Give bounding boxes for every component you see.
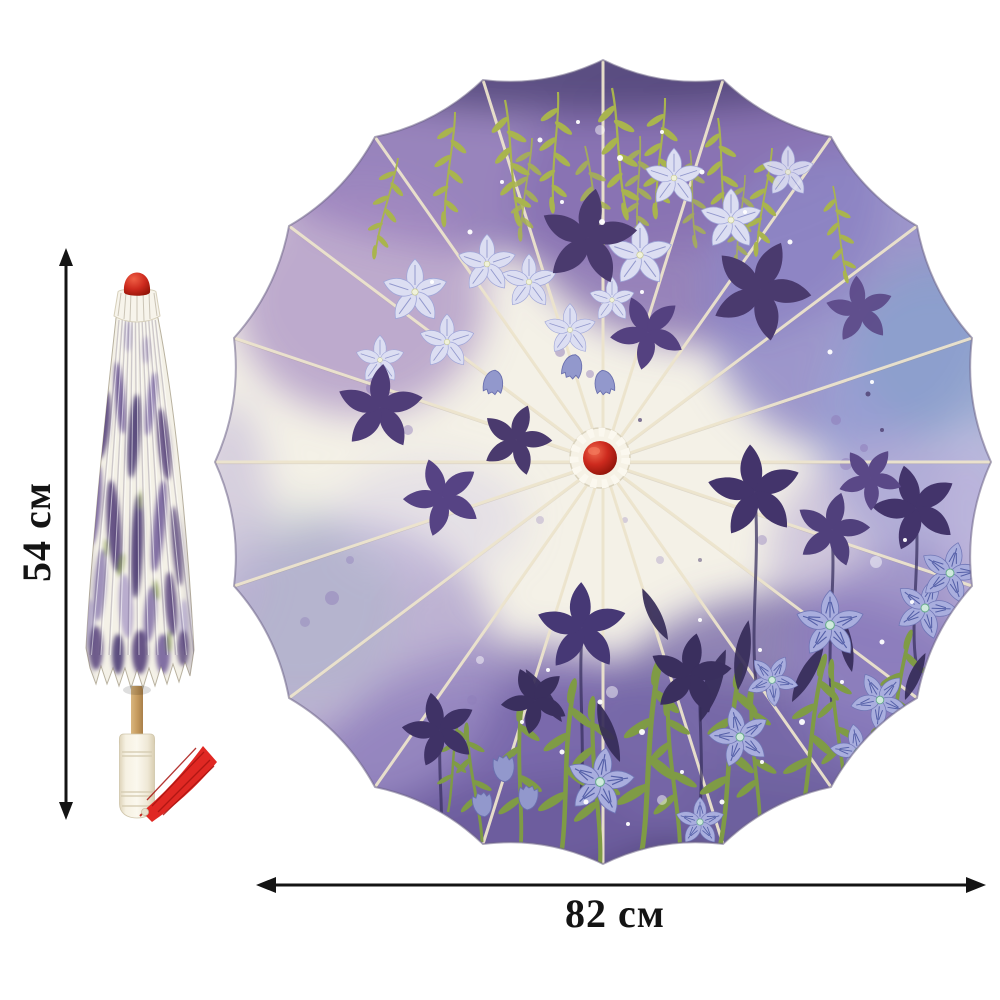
umbrella-shaft	[131, 686, 143, 738]
closed-height-label: 54 см	[14, 482, 59, 582]
arrowhead-up	[59, 248, 73, 266]
open-diameter-label: 82 см	[565, 891, 665, 936]
center-hub	[569, 427, 631, 489]
height-dimension-arrow	[59, 248, 73, 820]
open-umbrella	[213, 58, 993, 866]
closed-umbrella	[85, 272, 217, 822]
width-dimension-arrow	[256, 877, 986, 893]
tassel	[139, 746, 217, 822]
arrowhead-right	[966, 877, 986, 893]
closed-canopy-print	[86, 314, 194, 688]
watercolor-washes	[215, 60, 991, 864]
hub-red-knob	[583, 441, 617, 475]
handle	[118, 733, 156, 819]
canopy-rim	[213, 58, 993, 866]
sparkles	[430, 120, 914, 826]
arrowhead-down	[59, 802, 73, 820]
arrowhead-left	[256, 877, 276, 893]
red-tip	[123, 272, 151, 296]
